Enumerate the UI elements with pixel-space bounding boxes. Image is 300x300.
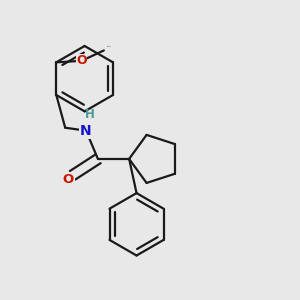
Text: methyl: methyl (107, 46, 112, 47)
Text: N: N (80, 124, 92, 138)
Text: O: O (63, 173, 74, 186)
Text: O: O (76, 54, 87, 67)
Text: H: H (85, 108, 94, 121)
